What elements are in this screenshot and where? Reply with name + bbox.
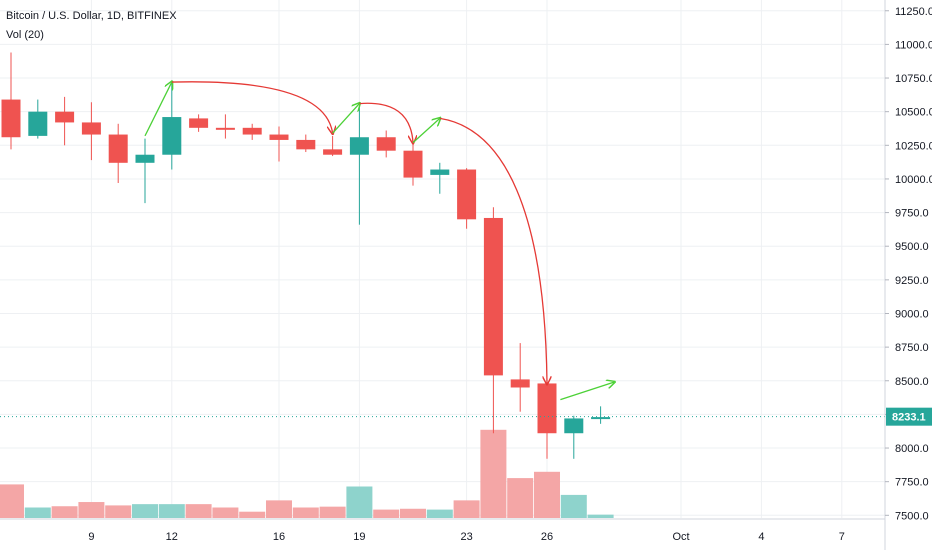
- annotation-arrow-up: [560, 382, 614, 401]
- candle-body: [189, 118, 209, 128]
- price-tick-label: 8500.0: [895, 376, 929, 388]
- price-tick-label: 7750.0: [895, 477, 929, 489]
- volume-bar: [158, 504, 185, 518]
- time-tick-label: 23: [460, 531, 472, 543]
- last-price-badge: [886, 407, 932, 426]
- candle-body: [162, 117, 182, 155]
- candle-body: [430, 169, 450, 175]
- volume-bar: [480, 429, 507, 518]
- price-tick-label: 10000.0: [895, 174, 932, 186]
- candle-body: [242, 127, 262, 135]
- candle-body: [537, 383, 557, 434]
- price-tick-label: 10750.0: [895, 73, 932, 85]
- annotation-arrow-down: [171, 81, 333, 133]
- candle-body: [108, 134, 128, 163]
- last-price-label: 8233.1: [892, 412, 926, 424]
- volume-bar: [105, 505, 132, 518]
- volume-bar: [24, 507, 51, 518]
- volume-bar: [266, 500, 292, 518]
- price-tick-label: 11000.0: [895, 39, 932, 51]
- annotation-arrow-up: [412, 118, 440, 144]
- volume-bar: [132, 504, 158, 518]
- candle-body: [55, 111, 75, 123]
- annotation-arrow-up: [332, 104, 360, 134]
- price-tick-label: 11250.0: [895, 6, 932, 18]
- price-tick-label: 10250.0: [895, 140, 932, 152]
- volume-bar: [507, 478, 534, 518]
- candle-body: [591, 417, 611, 420]
- price-tick-label: 8000.0: [895, 443, 929, 455]
- candle-body: [28, 111, 48, 136]
- annotation-arrow-down: [359, 102, 413, 142]
- time-tick-label: 7: [839, 531, 845, 543]
- volume-bar: [400, 508, 426, 518]
- volume-bar: [587, 514, 614, 518]
- volume-bar: [534, 471, 560, 518]
- candle-body: [1, 99, 21, 138]
- volume-bar: [239, 511, 266, 518]
- candle-body: [457, 169, 477, 220]
- volume-bar: [0, 484, 24, 518]
- candle-body: [323, 149, 343, 155]
- candle-body: [376, 137, 396, 151]
- candle-body: [510, 379, 530, 388]
- volume-bar: [319, 506, 346, 518]
- candle-body: [215, 127, 235, 130]
- price-tick-label: 8750.0: [895, 342, 929, 354]
- time-tick-label: 26: [541, 531, 553, 543]
- time-tick-label: Oct: [672, 531, 689, 543]
- volume-indicator-label: Vol (20): [6, 29, 44, 41]
- price-tick-label: 7500.0: [895, 510, 929, 522]
- volume-bar: [78, 502, 105, 518]
- volume-bar: [292, 507, 319, 518]
- price-tick-label: 10500.0: [895, 107, 932, 119]
- time-tick-label: 12: [166, 531, 178, 543]
- volume-bar: [346, 486, 373, 518]
- candle-body: [296, 139, 316, 150]
- volume-bar: [453, 500, 480, 518]
- volume-bar: [373, 509, 400, 518]
- annotation-arrow-up: [144, 82, 172, 137]
- volume-bar: [560, 494, 587, 518]
- price-tick-label: 9500.0: [895, 241, 929, 253]
- volume-bar: [51, 506, 78, 518]
- candle-body: [403, 150, 423, 178]
- candle-body: [349, 137, 369, 155]
- candle-body: [564, 418, 584, 434]
- time-tick-label: 4: [758, 531, 764, 543]
- time-tick-label: 16: [273, 531, 285, 543]
- time-tick-label: 19: [353, 531, 365, 543]
- volume-bar: [212, 507, 239, 518]
- volume-bar: [185, 504, 212, 518]
- price-tick-label: 9250.0: [895, 275, 929, 287]
- time-tick-label: 9: [88, 531, 94, 543]
- candle-body: [269, 134, 289, 140]
- price-tick-label: 9000.0: [895, 308, 929, 320]
- symbol-title: Bitcoin / U.S. Dollar, 1D, BITFINEX: [6, 10, 177, 22]
- volume-bar: [426, 509, 453, 518]
- price-tick-label: 9750.0: [895, 208, 929, 220]
- candle-body: [81, 122, 101, 135]
- candle-body: [483, 217, 503, 376]
- candle-body: [135, 154, 155, 163]
- annotation-arrow-down: [439, 117, 547, 383]
